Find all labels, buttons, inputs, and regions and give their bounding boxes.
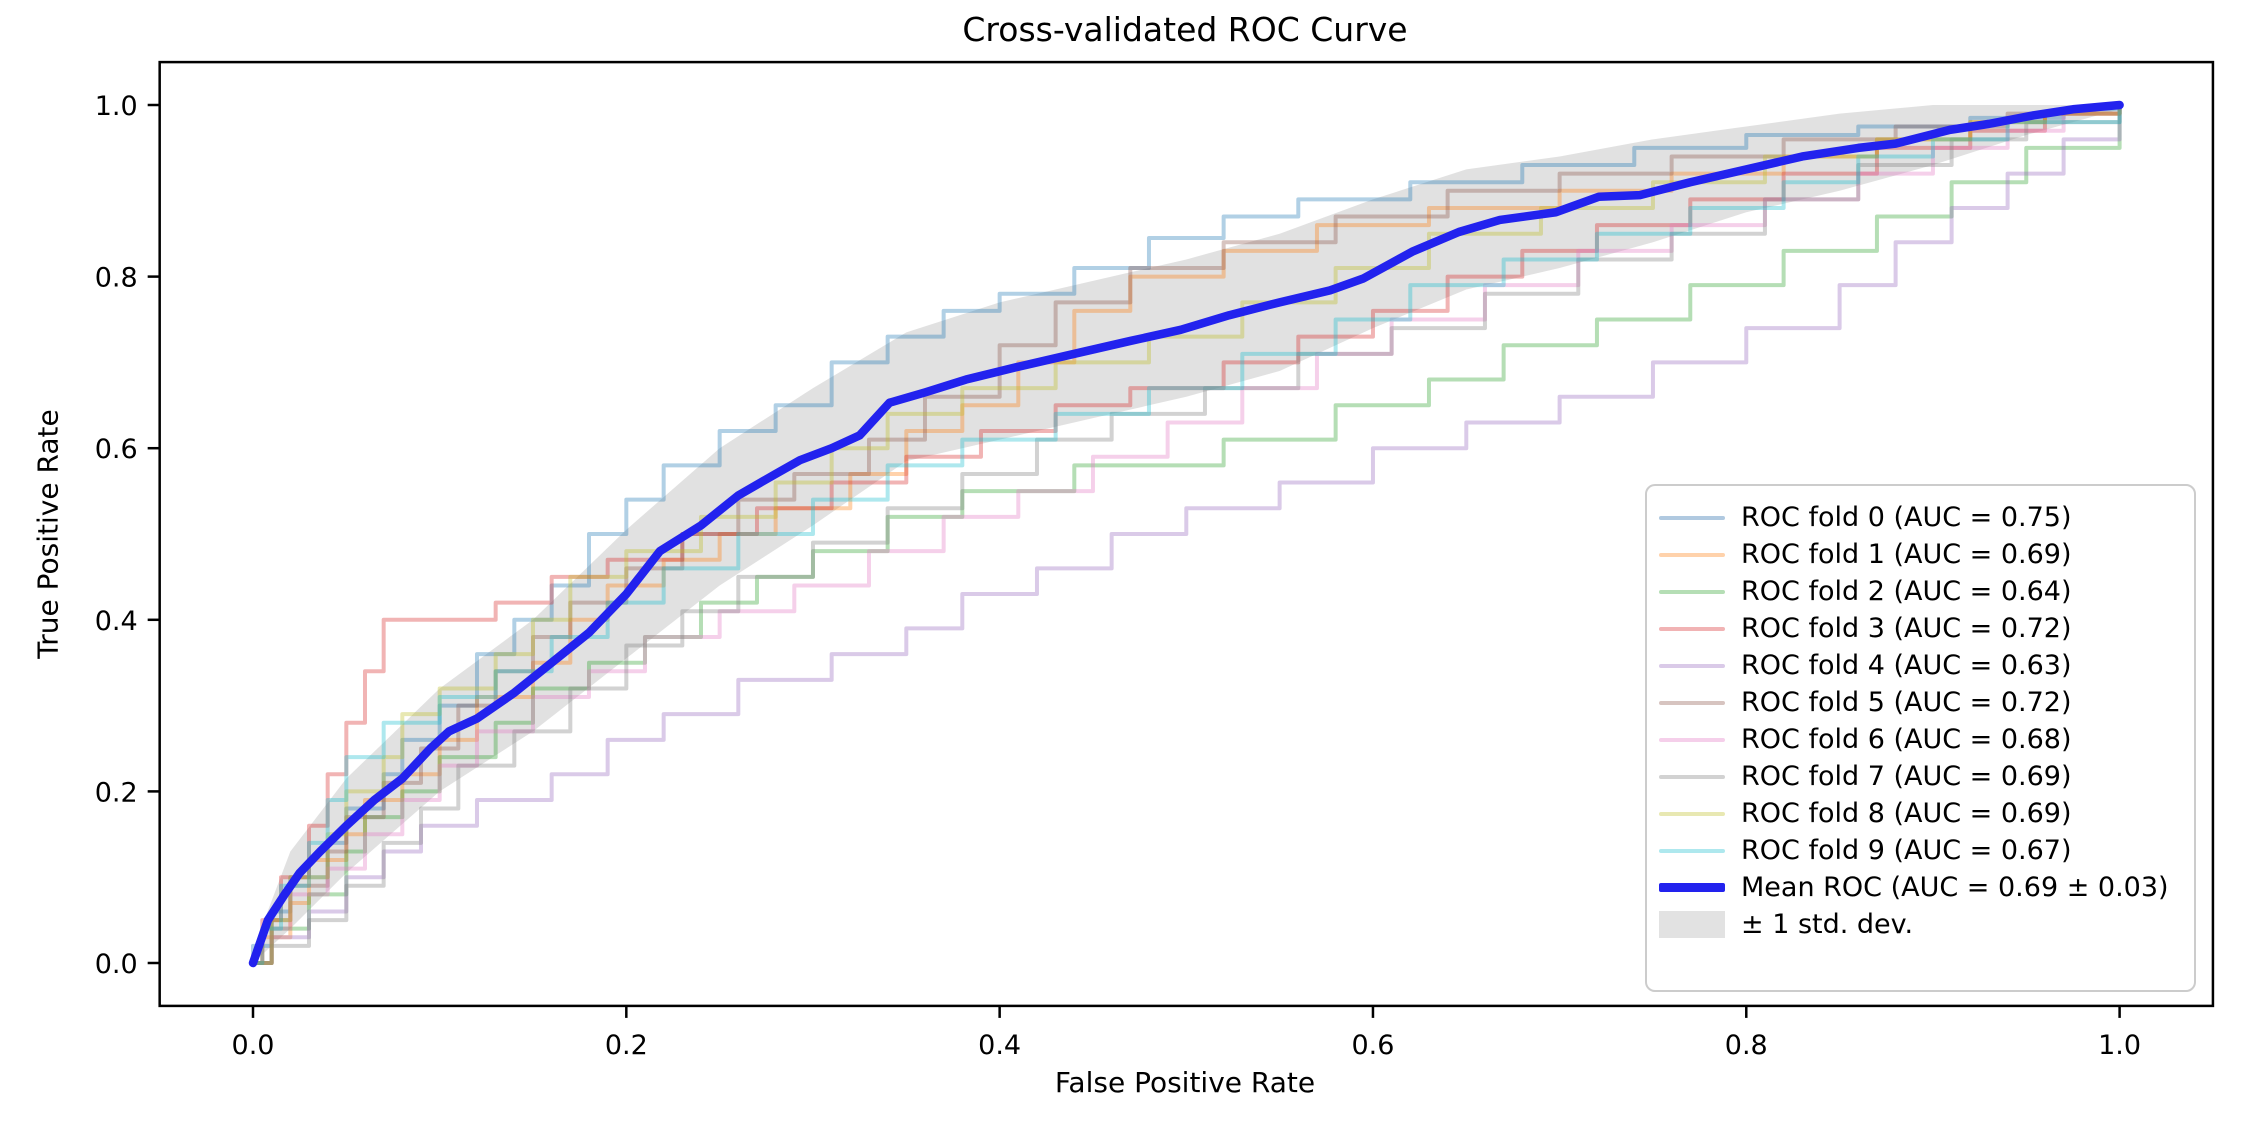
x-tick-label: 0.2	[605, 1030, 648, 1061]
mean-roc-swatch	[1659, 883, 1725, 892]
x-axis-label: False Positive Rate	[1054, 1066, 1316, 1099]
roc-fold-6-curve	[253, 105, 2122, 965]
chart-title: Cross-validated ROC Curve	[962, 10, 1408, 49]
legend-entry-2: ROC fold 2 (AUC = 0.64)	[1659, 573, 2184, 610]
legend-entry-6: ROC fold 6 (AUC = 0.68)	[1659, 721, 2184, 758]
roc-fold-9-curve	[253, 105, 2122, 965]
legend-swatch-color	[1659, 663, 1725, 668]
roc-fold-7-curve	[253, 105, 2122, 965]
roc-fold-swatch	[1659, 737, 1725, 742]
y-tick-label: 1.0	[95, 91, 138, 122]
legend-swatch-color	[1659, 774, 1725, 779]
y-tick-label: 0.6	[95, 434, 138, 465]
std-dev-band	[253, 105, 2120, 963]
x-tick-label: 0.0	[232, 1030, 275, 1061]
legend-entry-8: ROC fold 8 (AUC = 0.69)	[1659, 795, 2184, 832]
y-tick-label: 0.8	[95, 263, 138, 294]
legend-swatch-color	[1659, 911, 1725, 938]
roc-fold-4-curve	[253, 105, 2122, 965]
plot-frame	[158, 60, 2215, 1008]
legend-swatch-color	[1659, 883, 1725, 892]
legend: ROC fold 0 (AUC = 0.75) ROC fold 1 (AUC =…	[1645, 484, 2196, 992]
roc-fold-swatch	[1659, 663, 1725, 668]
legend-swatch-color	[1659, 700, 1725, 705]
roc-fold-5-curve	[253, 105, 2122, 965]
legend-label: ROC fold 7 (AUC = 0.69)	[1741, 761, 2072, 792]
legend-swatch-color	[1659, 589, 1725, 594]
legend-label: ROC fold 0 (AUC = 0.75)	[1741, 502, 2072, 533]
legend-label: ROC fold 3 (AUC = 0.72)	[1741, 613, 2072, 644]
legend-label: ROC fold 2 (AUC = 0.64)	[1741, 576, 2072, 607]
legend-entry-10: Mean ROC (AUC = 0.69 ± 0.03)	[1659, 869, 2184, 906]
legend-entry-1: ROC fold 1 (AUC = 0.69)	[1659, 536, 2184, 573]
legend-entry-4: ROC fold 4 (AUC = 0.63)	[1659, 647, 2184, 684]
roc-fold-swatch	[1659, 700, 1725, 705]
legend-swatch-color	[1659, 626, 1725, 631]
legend-label: ROC fold 1 (AUC = 0.69)	[1741, 539, 2072, 570]
legend-label: ROC fold 5 (AUC = 0.72)	[1741, 687, 2072, 718]
legend-entry-0: ROC fold 0 (AUC = 0.75)	[1659, 499, 2184, 536]
roc-fold-1-curve	[253, 105, 2122, 965]
legend-label: ROC fold 8 (AUC = 0.69)	[1741, 798, 2072, 829]
y-tick-label: 0.0	[95, 949, 138, 980]
x-tick-label: 0.6	[1351, 1030, 1394, 1061]
legend-entry-9: ROC fold 9 (AUC = 0.67)	[1659, 832, 2184, 869]
legend-swatch-color	[1659, 811, 1725, 816]
mean-roc-curve	[248, 100, 2124, 968]
legend-label: Mean ROC (AUC = 0.69 ± 0.03)	[1741, 872, 2169, 903]
roc-fold-3-curve	[253, 105, 2122, 965]
x-tick-label: 0.8	[1725, 1030, 1768, 1061]
legend-label: ± 1 std. dev.	[1741, 909, 1914, 940]
legend-entry-11: ± 1 std. dev.	[1659, 906, 2184, 943]
legend-swatch-color	[1659, 515, 1725, 520]
roc-fold-swatch	[1659, 515, 1725, 520]
roc-fold-2-curve	[253, 105, 2122, 965]
x-tick-label: 0.4	[978, 1030, 1021, 1061]
std-dev-swatch	[1659, 911, 1725, 938]
y-tick-label: 0.2	[95, 777, 138, 808]
legend-label: ROC fold 6 (AUC = 0.68)	[1741, 724, 2072, 755]
legend-entry-7: ROC fold 7 (AUC = 0.69)	[1659, 758, 2184, 795]
roc-fold-swatch	[1659, 552, 1725, 557]
legend-entry-5: ROC fold 5 (AUC = 0.72)	[1659, 684, 2184, 721]
roc-fold-swatch	[1659, 811, 1725, 816]
roc-fold-swatch	[1659, 626, 1725, 631]
legend-label: ROC fold 4 (AUC = 0.63)	[1741, 650, 2072, 681]
roc-fold-swatch	[1659, 589, 1725, 594]
y-axis-label: True Positive Rate	[31, 409, 65, 659]
y-tick-label: 0.4	[95, 606, 138, 637]
legend-swatch-color	[1659, 848, 1725, 853]
roc-fold-swatch	[1659, 774, 1725, 779]
legend-swatch-color	[1659, 737, 1725, 742]
legend-label: ROC fold 9 (AUC = 0.67)	[1741, 835, 2072, 866]
roc-fold-swatch	[1659, 848, 1725, 853]
legend-entry-3: ROC fold 3 (AUC = 0.72)	[1659, 610, 2184, 647]
legend-swatch-color	[1659, 552, 1725, 557]
x-tick-label: 1.0	[2098, 1030, 2141, 1061]
